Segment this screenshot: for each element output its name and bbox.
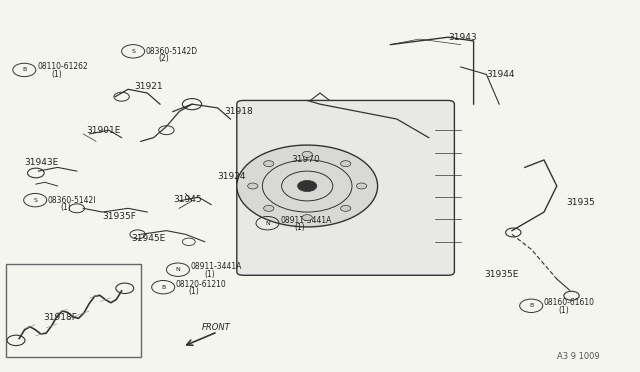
Text: B: B (161, 285, 165, 290)
Circle shape (264, 161, 274, 167)
Text: 08120-61210: 08120-61210 (176, 280, 227, 289)
FancyBboxPatch shape (237, 100, 454, 275)
Circle shape (248, 183, 258, 189)
Text: 31918: 31918 (224, 107, 253, 116)
Text: (2): (2) (159, 54, 170, 63)
FancyBboxPatch shape (6, 264, 141, 357)
Circle shape (356, 183, 367, 189)
Circle shape (264, 205, 274, 211)
Text: 31943E: 31943E (24, 158, 59, 167)
Text: 31901E: 31901E (86, 126, 121, 135)
Text: B: B (22, 67, 26, 73)
Text: 31945E: 31945E (131, 234, 166, 243)
Circle shape (302, 151, 312, 157)
Text: S: S (131, 49, 135, 54)
Circle shape (237, 145, 378, 227)
Text: (1): (1) (61, 203, 72, 212)
Text: 31921: 31921 (134, 82, 163, 91)
Text: (1): (1) (189, 287, 200, 296)
Text: 31935: 31935 (566, 198, 595, 207)
Text: 31924: 31924 (218, 172, 246, 181)
Text: (1): (1) (294, 223, 305, 232)
Text: 31944: 31944 (486, 70, 515, 79)
Text: FRONT: FRONT (202, 323, 230, 332)
Text: 08911-3441A: 08911-3441A (191, 262, 242, 271)
Text: 31945: 31945 (173, 195, 202, 203)
Text: 31935F: 31935F (102, 212, 136, 221)
Text: N: N (175, 267, 180, 272)
Circle shape (340, 161, 351, 167)
Text: 08911-3441A: 08911-3441A (280, 216, 332, 225)
Circle shape (298, 180, 317, 192)
Circle shape (340, 205, 351, 211)
Text: 31918F: 31918F (44, 313, 77, 322)
Text: 31970: 31970 (291, 155, 320, 164)
Text: (1): (1) (205, 270, 216, 279)
Text: B: B (529, 303, 533, 308)
Text: S: S (33, 198, 37, 203)
Text: (1): (1) (51, 70, 62, 79)
Text: 08110-61262: 08110-61262 (37, 62, 88, 71)
Text: (1): (1) (558, 306, 569, 315)
Text: 08360-5142D: 08360-5142D (146, 47, 198, 56)
Text: A3 9 1009: A3 9 1009 (557, 352, 600, 361)
Text: 08160-61610: 08160-61610 (544, 298, 595, 307)
Text: 31943: 31943 (448, 33, 477, 42)
Text: N: N (265, 221, 270, 226)
Text: 08360-5142I: 08360-5142I (48, 196, 97, 205)
Text: 31935E: 31935E (484, 270, 519, 279)
Circle shape (302, 215, 312, 221)
